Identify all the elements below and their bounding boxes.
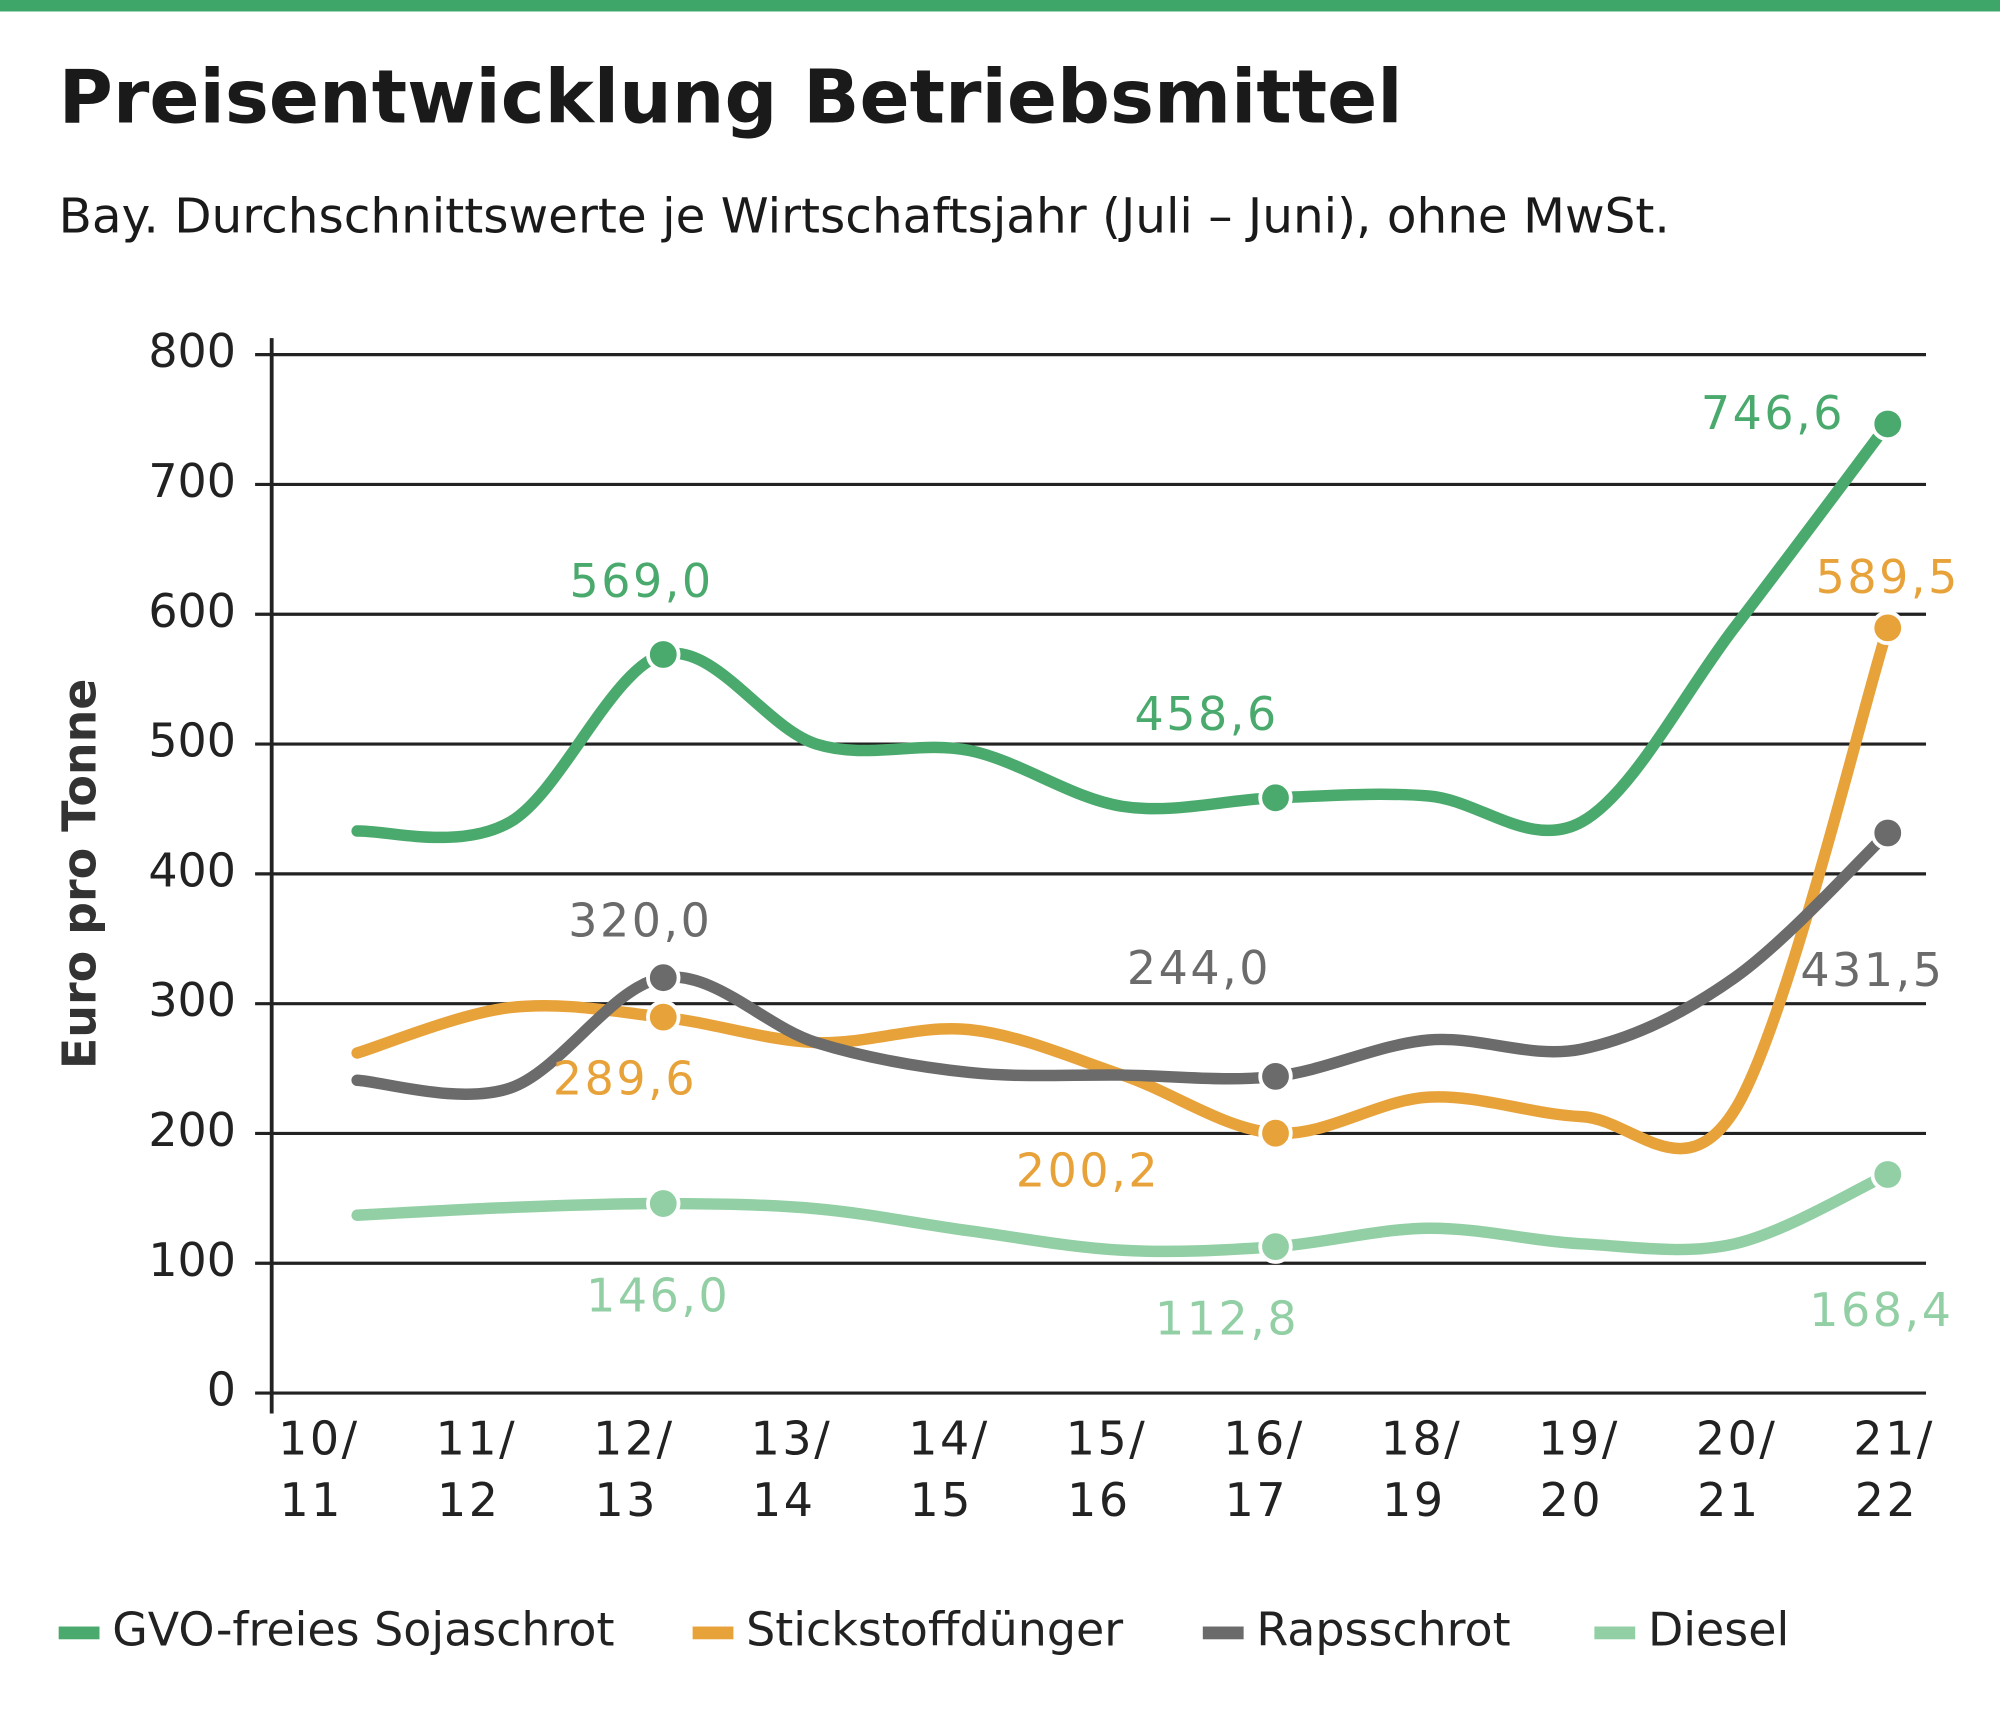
- value-label: 200,2: [1016, 1144, 1160, 1198]
- point-marker: [646, 637, 681, 672]
- x-tick-label: 13/14: [751, 1411, 833, 1526]
- x-tick-label: 14/15: [908, 1411, 990, 1526]
- point-marker: [646, 960, 681, 995]
- x-tick-label: 20/21: [1696, 1411, 1778, 1526]
- x-tick-label: 15/16: [1066, 1411, 1148, 1526]
- y-tick-label: 600: [148, 584, 236, 638]
- legend-label: Rapsschrot: [1256, 1602, 1510, 1656]
- value-label: 112,8: [1155, 1291, 1299, 1345]
- x-tick-label: 12/13: [593, 1411, 675, 1526]
- y-tick-label: 0: [207, 1363, 236, 1417]
- series-line: [351, 1168, 1894, 1258]
- value-label: 458,6: [1135, 687, 1279, 741]
- top-bar: [0, 0, 2000, 12]
- point-marker: [1258, 1229, 1293, 1264]
- legend-swatch: [58, 1626, 100, 1640]
- value-label: 168,4: [1809, 1283, 1953, 1337]
- series-line: [351, 418, 1894, 844]
- legend-swatch: [692, 1626, 734, 1640]
- value-label: 569,0: [569, 554, 713, 608]
- legend-label: Diesel: [1648, 1602, 1789, 1656]
- series-line: [351, 827, 1894, 1100]
- x-tick-label: 21/22: [1853, 1411, 1935, 1526]
- point-marker: [1258, 1115, 1293, 1151]
- legend-swatch: [1202, 1626, 1244, 1640]
- x-tick-label: 11/12: [436, 1411, 518, 1526]
- point-marker: [1870, 610, 1905, 646]
- y-tick-label: 300: [148, 973, 236, 1027]
- point-marker: [646, 1186, 681, 1221]
- y-tick-label: 700: [148, 454, 236, 508]
- x-tick-label: 10/11: [278, 1411, 360, 1526]
- y-axis-label: Euro pro Tonne: [52, 679, 106, 1070]
- value-label: 244,0: [1127, 941, 1271, 995]
- value-label: 289,6: [553, 1052, 697, 1106]
- x-tick-label: 19/20: [1538, 1411, 1620, 1526]
- y-tick-label: 200: [148, 1103, 236, 1157]
- point-marker: [1258, 780, 1293, 816]
- point-marker: [1870, 1157, 1905, 1192]
- point-marker: [1870, 815, 1905, 851]
- value-label: 746,6: [1701, 386, 1845, 440]
- legend-label: Stickstoffdünger: [746, 1602, 1123, 1656]
- value-label: 146,0: [586, 1269, 730, 1323]
- x-tick-label: 18/19: [1381, 1411, 1463, 1526]
- y-tick-label: 800: [148, 324, 236, 378]
- value-label: 589,5: [1816, 550, 1960, 604]
- point-marker: [646, 999, 681, 1035]
- x-tick-label: 16/17: [1223, 1411, 1305, 1526]
- chart-subtitle: Bay. Durchschnittswerte je Wirtschaftsja…: [59, 188, 1670, 244]
- y-tick-label: 500: [148, 714, 236, 768]
- series-line: [351, 622, 1894, 1155]
- y-tick-label: 100: [148, 1233, 236, 1287]
- value-label: 431,5: [1800, 943, 1944, 997]
- legend-label: GVO-freies Sojaschrot: [112, 1602, 614, 1656]
- y-tick-label: 400: [148, 843, 236, 897]
- point-marker: [1870, 406, 1905, 442]
- legend-swatch: [1594, 1626, 1636, 1640]
- chart-title: Preisentwicklung Betriebsmittel: [59, 55, 1403, 141]
- point-marker: [1258, 1059, 1293, 1094]
- value-label: 320,0: [568, 894, 712, 948]
